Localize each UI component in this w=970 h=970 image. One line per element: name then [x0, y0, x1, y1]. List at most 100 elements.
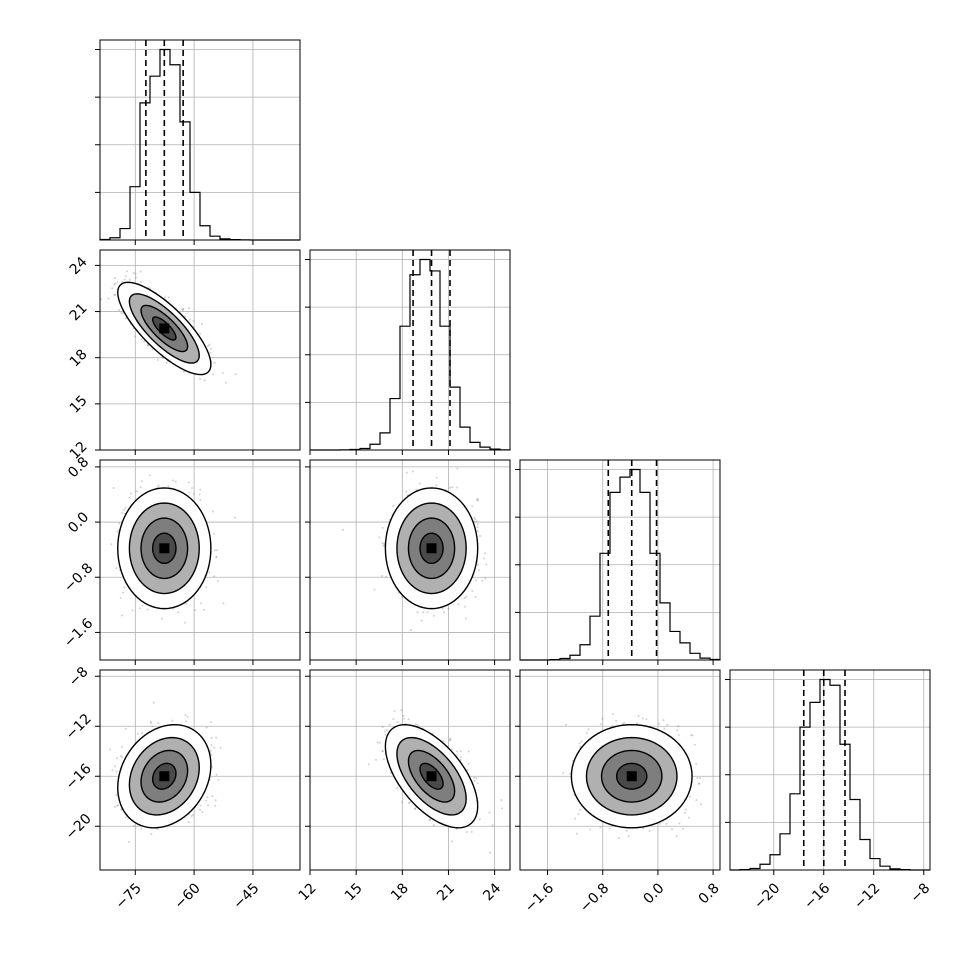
scatter-point [160, 617, 163, 620]
scatter-point [123, 508, 126, 511]
scatter-point [382, 544, 385, 547]
scatter-point [147, 286, 150, 289]
scatter-point [114, 806, 116, 808]
scatter-point [215, 556, 218, 558]
scatter-point [124, 275, 127, 278]
scatter-point [447, 455, 449, 457]
scatter-point [146, 344, 149, 347]
scatter-point [113, 283, 116, 286]
scatter-point [381, 542, 384, 545]
scatter-point [207, 804, 210, 807]
x-tick-label: −8 [907, 880, 933, 906]
axes-frame [99, 459, 301, 661]
scatter-panel: −75 −60 −45−20−16−12−8 [63, 664, 301, 913]
scatter-point [485, 563, 488, 566]
scatter-point [181, 308, 184, 311]
scatter-point [207, 345, 209, 348]
scatter-point [233, 516, 236, 519]
y-tick-label: 18 [67, 346, 91, 370]
scatter-point [211, 795, 214, 798]
scatter-point [156, 358, 159, 361]
scatter-point [133, 335, 136, 338]
scatter-point [132, 272, 135, 275]
x-tick-label: −12 [851, 880, 883, 912]
scatter-point [134, 272, 137, 275]
scatter-point [210, 753, 213, 756]
scatter-point [199, 332, 202, 335]
scatter-point [476, 530, 479, 532]
scatter-point [140, 480, 143, 483]
scatter-point [95, 275, 97, 277]
scatter-point [132, 824, 135, 827]
scatter-point [185, 603, 188, 605]
scatter-point [381, 526, 384, 529]
scatter-point [473, 520, 476, 523]
y-tick-label: 0.0 [65, 509, 92, 536]
scatter-point [114, 282, 117, 285]
scatter-point [205, 586, 208, 589]
scatter-point [214, 804, 216, 807]
scatter-point [476, 497, 479, 500]
scatter-point [422, 611, 425, 614]
scatter-point [120, 808, 123, 811]
scatter-point [213, 549, 216, 552]
scatter-point [112, 487, 115, 489]
contour-line [140, 304, 189, 353]
scatter-point [209, 351, 212, 354]
scatter-point [191, 813, 194, 816]
scatter-point [481, 579, 484, 582]
scatter-point [411, 470, 414, 473]
scatter-point [200, 602, 203, 605]
scatter-point [115, 567, 118, 570]
scatter-points [110, 474, 236, 624]
scatter-point [182, 307, 185, 310]
axes-frame [309, 249, 511, 451]
scatter-point [473, 516, 476, 519]
scatter-point [116, 281, 119, 284]
density-peak [159, 323, 170, 334]
scatter-point [216, 580, 219, 583]
scatter-point [475, 520, 478, 523]
scatter-panel: −1.6−0.80.00.8 [61, 454, 301, 665]
scatter-point [208, 343, 211, 346]
hist-panel: −20 −16 −12 −8 [725, 669, 933, 913]
scatter-point [205, 799, 208, 802]
scatter-point [131, 609, 134, 612]
scatter-point [456, 467, 459, 470]
scatter-point [172, 479, 174, 482]
scatter-point [212, 373, 214, 376]
density-peak [159, 543, 170, 554]
scatter-point [401, 595, 404, 598]
scatter-point [116, 530, 119, 533]
y-tick-label: 21 [67, 300, 91, 324]
scatter-point [416, 611, 419, 614]
scatter-point [449, 486, 452, 489]
scatter-point [146, 608, 149, 611]
scatter-point [456, 486, 459, 489]
axes-frame [729, 669, 931, 871]
scatter-point [479, 535, 481, 537]
scatter-point [146, 344, 149, 347]
scatter-point [484, 552, 487, 555]
histogram-step [310, 258, 511, 451]
scatter-point [119, 596, 122, 599]
y-tick-label: 15 [67, 393, 91, 417]
scatter-point [205, 726, 208, 729]
scatter-point [342, 528, 344, 531]
scatter-point [183, 370, 185, 373]
scatter-point [110, 543, 113, 546]
scatter-point [441, 607, 444, 610]
hist-panel [305, 249, 511, 455]
scatter-point [140, 338, 143, 341]
scatter-point [426, 611, 429, 614]
scatter-point [165, 361, 168, 364]
scatter-point [465, 595, 468, 598]
scatter-point [124, 506, 127, 509]
scatter-point [199, 808, 202, 811]
scatter-point [157, 484, 160, 487]
scatter-point [420, 619, 423, 622]
y-tick-label: 0.8 [65, 454, 92, 481]
axes-frame [99, 249, 301, 451]
scatter-point [121, 512, 123, 515]
